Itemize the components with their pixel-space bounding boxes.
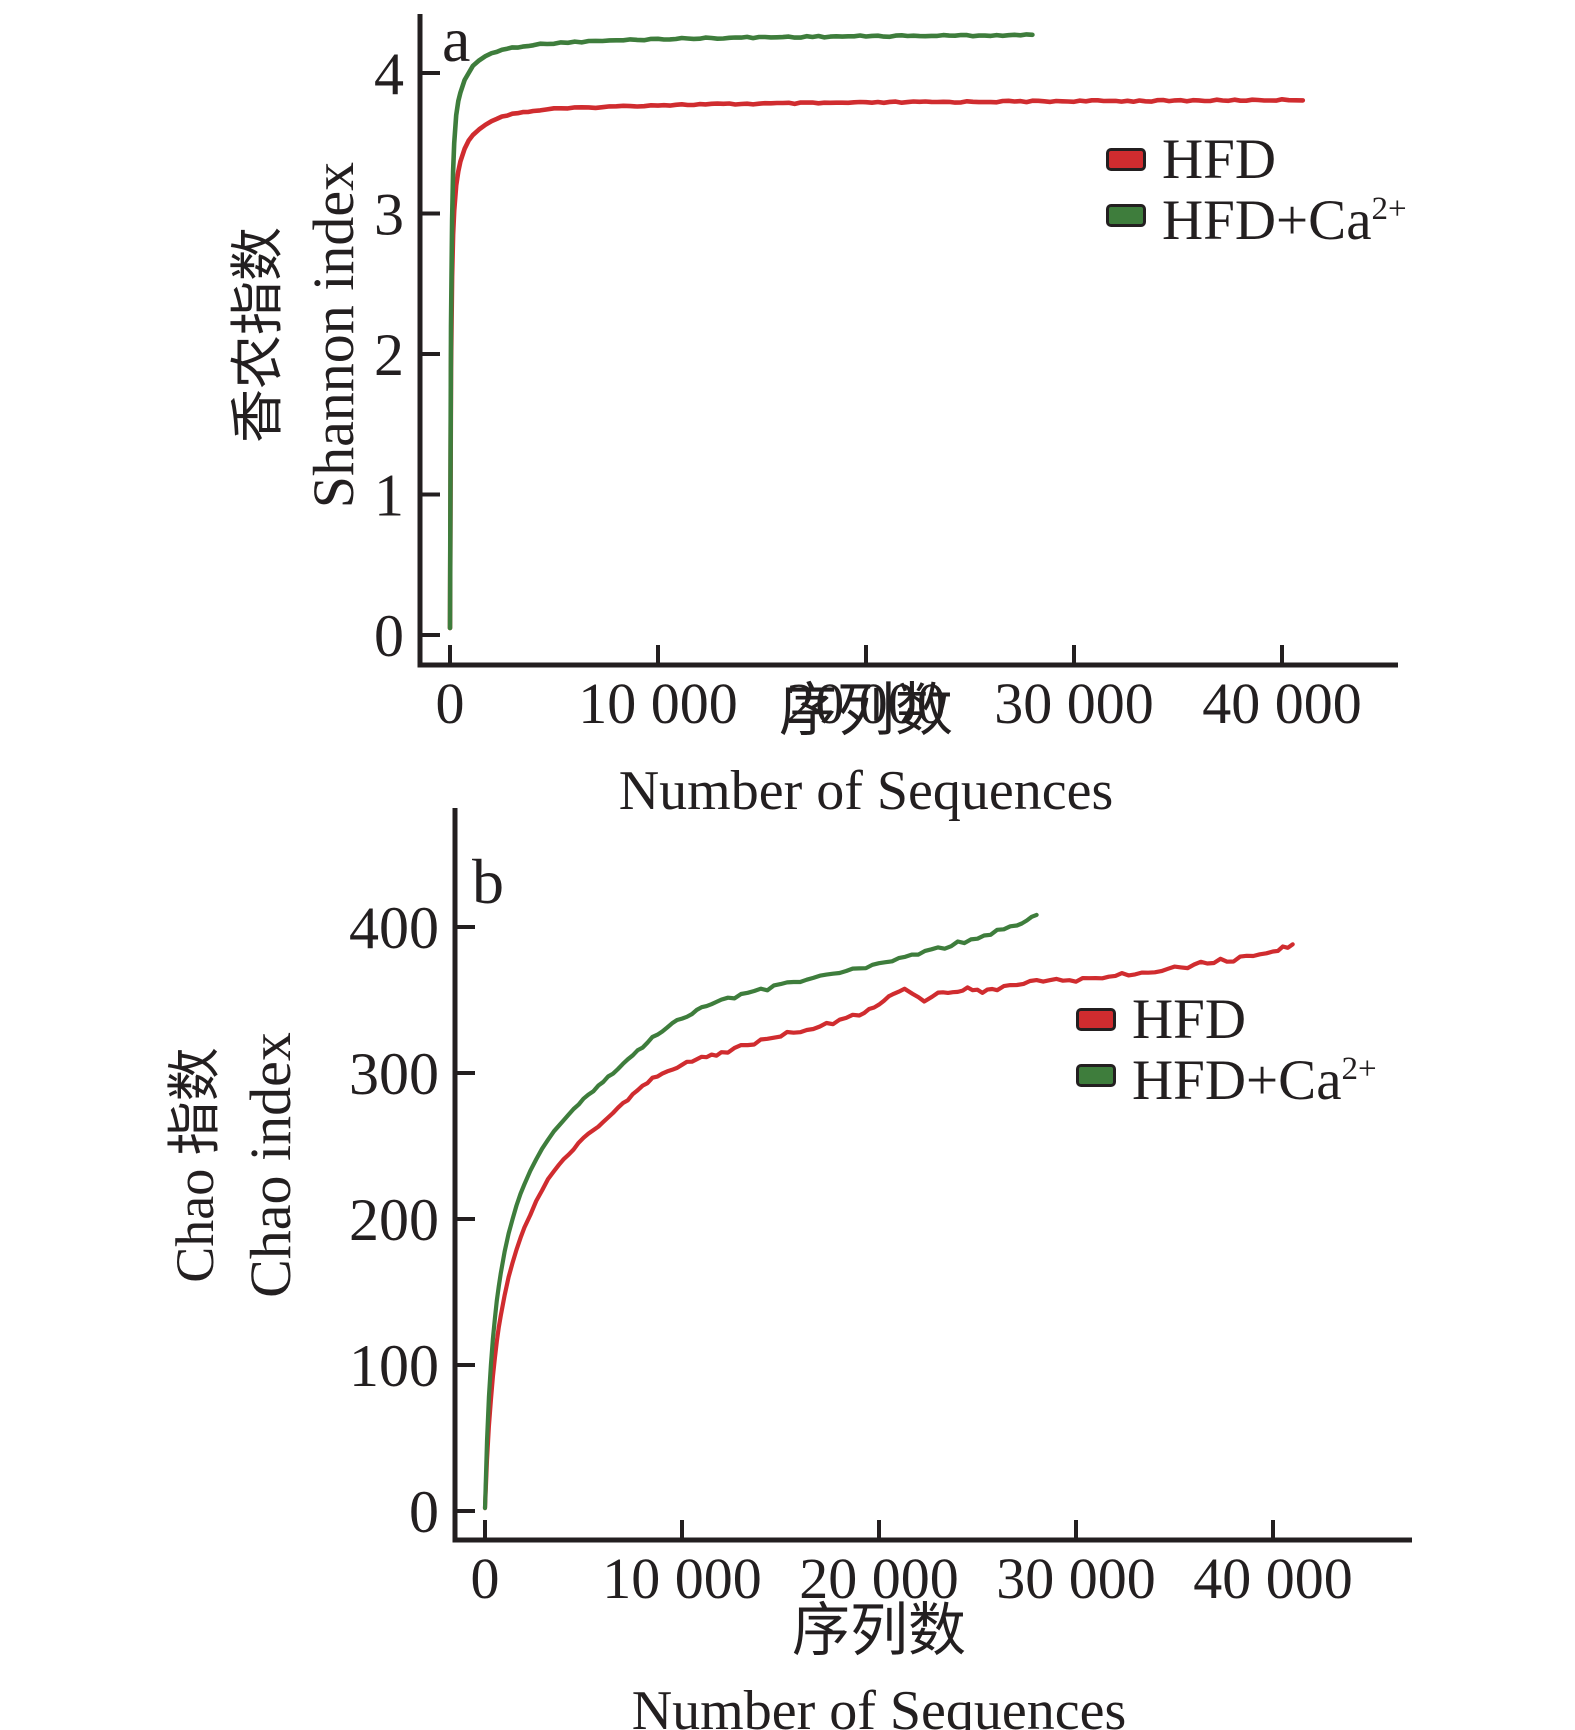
legend-label-hfd: HFD [1132, 987, 1247, 1051]
panel-b-letter: b [472, 846, 504, 917]
legend-label-hfd-ca: HFD+Ca2+ [1132, 1049, 1377, 1112]
panel-b-x-tick-label: 20 000 [799, 1546, 959, 1611]
panel-a-x-tick-label: 10 000 [578, 671, 738, 736]
legend-item-hfd-ca: HFD+Ca2+ [1106, 188, 1407, 249]
panel-b-y-tick-label: 400 [349, 895, 439, 961]
panel-b-x-tick-label: 0 [471, 1546, 500, 1611]
legend-item-hfd: HFD [1076, 987, 1377, 1051]
legend-label-hfd-ca: HFD+Ca2+ [1162, 189, 1407, 252]
panel-a-y-axis-title: 香农指数 Shannon index [221, 55, 371, 615]
panel-b-y-title-en: Chao index [238, 1032, 303, 1298]
panel-a-series-hfd-ca-line [447, 32, 1035, 631]
panel-a-y-tick-label: 2 [374, 322, 404, 388]
panel-b-x-tick-label: 30 000 [996, 1546, 1156, 1611]
panel-a-series-hfd-line [447, 97, 1306, 631]
panel-b-x-axis-title: 序列数 Number of Sequences [479, 1598, 1279, 1730]
panel-a-y-tick-label: 0 [374, 603, 404, 669]
panel-b-series-hfd-line [482, 942, 1295, 1511]
panel-b-x-tick-label: 10 000 [602, 1546, 762, 1611]
legend-swatch-hfd-ca [1106, 203, 1146, 227]
panel-a-x-axis-title: 序列数 Number of Sequences [466, 678, 1266, 822]
panel-a-x-title-en: Number of Sequences [618, 760, 1114, 822]
panel-b-x-title-en: Number of Sequences [631, 1680, 1127, 1730]
legend-swatch-hfd [1106, 147, 1146, 171]
panel-a-x-tick-label: 30 000 [994, 671, 1154, 736]
panel-b-y-axis-title: Chao 指数 Chao index [153, 855, 313, 1475]
panel-a-axes [417, 14, 1398, 668]
panel-b-y-tick-label: 0 [409, 1479, 439, 1545]
panel-a-y-title-en: Shannon index [301, 161, 366, 509]
panel-b-legend: HFD HFD+Ca2+ [1076, 987, 1377, 1109]
panel-a-y-tick-label: 1 [374, 463, 404, 529]
legend-swatch-hfd-ca [1076, 1063, 1116, 1087]
panel-a-x-tick-label: 20 000 [786, 671, 946, 736]
panel-b-y-tick-label: 200 [349, 1187, 439, 1253]
panel-b-y-tick-label: 100 [349, 1333, 439, 1399]
legend-item-hfd-ca: HFD+Ca2+ [1076, 1048, 1377, 1109]
panel-b-axes [452, 808, 1412, 1543]
panel-a-legend: HFD HFD+Ca2+ [1106, 127, 1407, 249]
panel-a-y-tick-label: 4 [374, 41, 404, 107]
panel-b-x-tick-label: 40 000 [1193, 1546, 1353, 1611]
panel-b-series-hfd-ca-line [482, 912, 1039, 1511]
panel-a-x-tick-label: 40 000 [1202, 671, 1362, 736]
panel-a-x-tick-label: 0 [436, 671, 465, 736]
panel-a-y-tick-label: 3 [374, 182, 404, 248]
legend-swatch-hfd [1076, 1007, 1116, 1031]
panel-a-y-title-zh: 香农指数 [228, 227, 288, 443]
legend-item-hfd: HFD [1106, 127, 1407, 191]
panel-a-letter: a [442, 4, 471, 75]
panel-b-x-title-zh: 序列数 [791, 1598, 966, 1663]
panel-b-y-tick-label: 300 [349, 1041, 439, 1107]
legend-label-hfd: HFD [1162, 127, 1277, 191]
panel-a-x-title-zh: 序列数 [778, 678, 953, 743]
panel-b-y-title-zh: Chao 指数 [165, 1047, 225, 1283]
